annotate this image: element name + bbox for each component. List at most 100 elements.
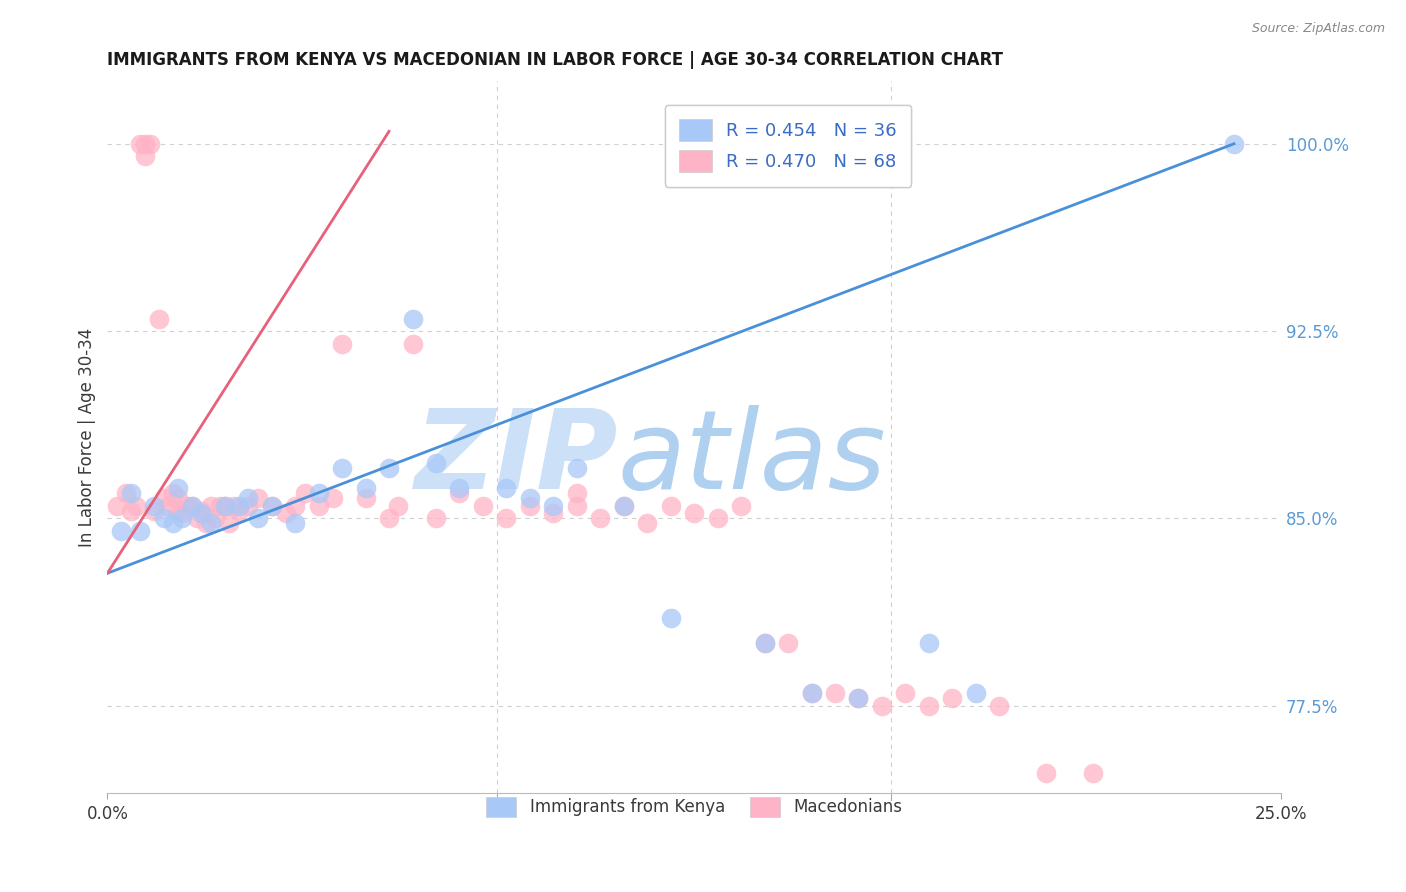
Point	[1035, 766, 1057, 780]
Point	[180, 499, 202, 513]
Point	[471, 499, 494, 513]
Point	[110, 524, 132, 538]
Point	[519, 491, 541, 506]
Point	[148, 311, 170, 326]
Point	[172, 506, 194, 520]
Point	[180, 499, 202, 513]
Point	[941, 691, 963, 706]
Point	[636, 516, 658, 531]
Point	[848, 691, 870, 706]
Point	[166, 491, 188, 506]
Point	[495, 511, 517, 525]
Point	[162, 486, 184, 500]
Point	[565, 461, 588, 475]
Point	[138, 136, 160, 151]
Text: IMMIGRANTS FROM KENYA VS MACEDONIAN IN LABOR FORCE | AGE 30-34 CORRELATION CHART: IMMIGRANTS FROM KENYA VS MACEDONIAN IN L…	[107, 51, 1004, 69]
Legend: R = 0.454   N = 36, R = 0.470   N = 68: R = 0.454 N = 36, R = 0.470 N = 68	[665, 104, 911, 186]
Point	[894, 686, 917, 700]
Point	[186, 511, 208, 525]
Point	[129, 524, 152, 538]
Point	[683, 506, 706, 520]
Point	[425, 511, 447, 525]
Point	[134, 136, 156, 151]
Point	[166, 481, 188, 495]
Point	[988, 698, 1011, 713]
Point	[246, 511, 269, 525]
Point	[401, 311, 423, 326]
Point	[105, 499, 128, 513]
Point	[157, 499, 180, 513]
Point	[543, 506, 565, 520]
Point	[120, 486, 142, 500]
Point	[238, 491, 260, 506]
Point	[449, 486, 471, 500]
Point	[260, 499, 283, 513]
Point	[918, 698, 941, 713]
Point	[776, 636, 799, 650]
Point	[378, 461, 401, 475]
Point	[1083, 766, 1105, 780]
Point	[308, 486, 330, 500]
Point	[565, 499, 588, 513]
Text: atlas: atlas	[617, 405, 887, 512]
Point	[495, 481, 517, 495]
Point	[330, 336, 353, 351]
Point	[754, 636, 776, 650]
Point	[848, 691, 870, 706]
Point	[401, 336, 423, 351]
Point	[565, 486, 588, 500]
Point	[870, 698, 893, 713]
Point	[152, 511, 174, 525]
Point	[294, 486, 316, 500]
Point	[204, 511, 226, 525]
Point	[589, 511, 612, 525]
Text: ZIP: ZIP	[415, 405, 617, 512]
Point	[425, 456, 447, 470]
Point	[200, 516, 222, 531]
Point	[162, 516, 184, 531]
Point	[284, 516, 307, 531]
Point	[190, 506, 212, 520]
Point	[965, 686, 987, 700]
Text: Source: ZipAtlas.com: Source: ZipAtlas.com	[1251, 22, 1385, 36]
Point	[354, 481, 377, 495]
Point	[1223, 136, 1246, 151]
Point	[543, 499, 565, 513]
Point	[284, 499, 307, 513]
Point	[228, 499, 250, 513]
Point	[274, 506, 297, 520]
Point	[613, 499, 636, 513]
Point	[152, 491, 174, 506]
Point	[194, 516, 217, 531]
Point	[824, 686, 846, 700]
Point	[238, 499, 260, 513]
Point	[378, 511, 401, 525]
Point	[200, 499, 222, 513]
Point	[706, 511, 728, 525]
Point	[190, 504, 212, 518]
Point	[754, 636, 776, 650]
Point	[124, 499, 146, 513]
Point	[246, 491, 269, 506]
Point	[166, 504, 188, 518]
Point	[354, 491, 377, 506]
Point	[449, 481, 471, 495]
Point	[209, 499, 232, 513]
Point	[120, 504, 142, 518]
Point	[218, 516, 240, 531]
Point	[260, 499, 283, 513]
Point	[214, 499, 236, 513]
Point	[228, 504, 250, 518]
Point	[519, 499, 541, 513]
Point	[918, 636, 941, 650]
Point	[322, 491, 344, 506]
Point	[613, 499, 636, 513]
Point	[330, 461, 353, 475]
Point	[730, 499, 752, 513]
Point	[115, 486, 138, 500]
Point	[387, 499, 409, 513]
Point	[308, 499, 330, 513]
Point	[172, 511, 194, 525]
Point	[176, 499, 198, 513]
Point	[659, 611, 682, 625]
